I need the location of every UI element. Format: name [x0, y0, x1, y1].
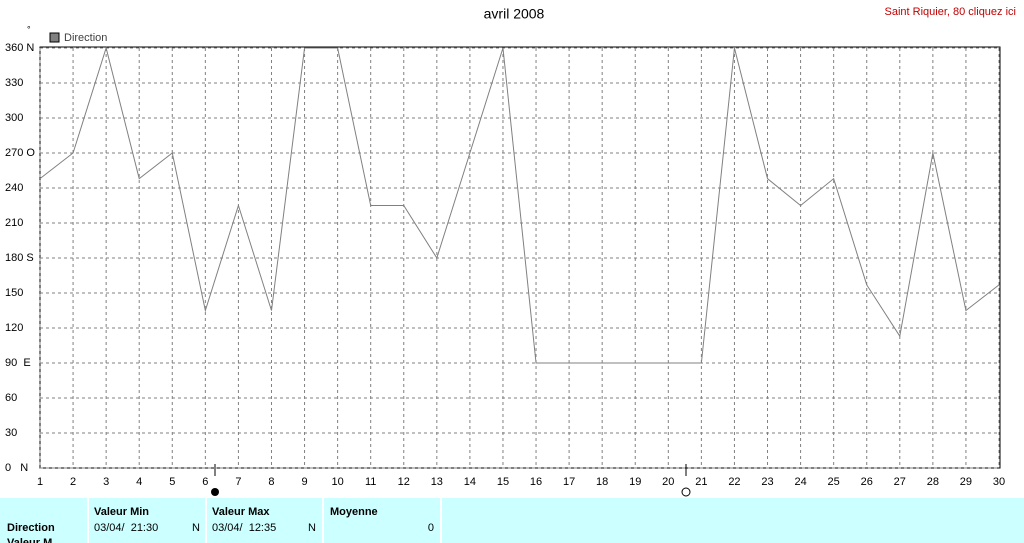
y-tick-label: 180 S [5, 252, 34, 264]
table-cell: N [192, 522, 200, 534]
y-tick-label: 300 [5, 112, 23, 124]
table-cell: Valeur M [7, 537, 52, 543]
y-tick-label: 30 [5, 427, 17, 439]
x-tick-label: 18 [596, 476, 608, 488]
x-tick-label: 29 [960, 476, 972, 488]
x-tick-label: 20 [662, 476, 674, 488]
x-tick-label: 2 [70, 476, 76, 488]
table-cell: Direction [7, 522, 55, 534]
x-tick-label: 26 [861, 476, 873, 488]
x-tick-label: 7 [235, 476, 241, 488]
x-tick-label: 5 [169, 476, 175, 488]
x-tick-label: 21 [695, 476, 707, 488]
unit: ° [27, 24, 31, 34]
table-cell: N [308, 522, 316, 534]
x-tick-label: 1 [37, 476, 43, 488]
y-tick-label: 210 [5, 217, 23, 229]
full-moon [681, 487, 691, 497]
x-tick-label: 9 [301, 476, 307, 488]
y-tick-label: 0 N [5, 462, 28, 474]
table-cell: 03/04/ 12:35 [212, 522, 276, 534]
y-tick-label: 60 [5, 392, 17, 404]
table-header: Valeur Min [94, 506, 149, 518]
x-tick-label: 17 [563, 476, 575, 488]
y-tick-label: 120 [5, 322, 23, 334]
x-tick-label: 22 [728, 476, 740, 488]
table-cell: 0 [428, 522, 434, 534]
x-tick-label: 25 [828, 476, 840, 488]
y-tick-label: 150 [5, 287, 23, 299]
y-tick-label: 90 E [5, 357, 31, 369]
x-tick-label: 13 [431, 476, 443, 488]
stats-table [0, 498, 1024, 543]
table-cell: 03/04/ 21:30 [94, 522, 158, 534]
x-tick-label: 3 [103, 476, 109, 488]
x-tick-label: 28 [927, 476, 939, 488]
x-tick-label: 6 [202, 476, 208, 488]
x-tick-label: 8 [268, 476, 274, 488]
station-link[interactable]: Saint Riquier, 80 cliquez ici [885, 6, 1016, 18]
x-tick-label: 27 [894, 476, 906, 488]
x-tick-label: 11 [365, 476, 376, 488]
x-tick-label: 30 [993, 476, 1005, 488]
y-tick-label: 360 N [5, 42, 34, 54]
table-header: Valeur Max [212, 506, 270, 518]
x-tick-label: 15 [497, 476, 509, 488]
y-tick-label: 240 [5, 182, 23, 194]
y-tick-label: 270 O [5, 147, 35, 159]
series-line [39, 46, 1000, 364]
x-tick-label: 23 [761, 476, 773, 488]
x-tick-label: 24 [794, 476, 806, 488]
x-tick-label: 16 [530, 476, 542, 488]
chart-title: avril 2008 [484, 6, 545, 22]
new-moon [211, 488, 219, 496]
table-header: Moyenne [330, 506, 378, 518]
x-tick-label: 4 [136, 476, 142, 488]
x-tick-label: 10 [331, 476, 343, 488]
legend-swatch [49, 32, 60, 43]
legend-label: Direction [64, 32, 107, 44]
separators [87, 498, 442, 543]
x-tick-label: 19 [629, 476, 641, 488]
x-tick-label: 12 [398, 476, 410, 488]
y-tick-label: 330 [5, 77, 23, 89]
x-tick-label: 14 [464, 476, 476, 488]
